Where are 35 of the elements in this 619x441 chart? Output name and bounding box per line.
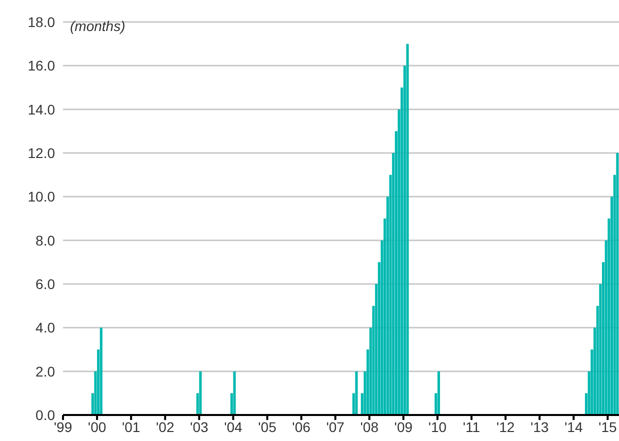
bar: [406, 44, 409, 415]
y-tick-label: 10.0: [28, 188, 56, 205]
bar: [355, 371, 358, 415]
bar: [437, 371, 440, 415]
x-tick-label: '01: [122, 418, 140, 435]
x-tick-label: '10: [428, 418, 447, 435]
x-tick-label: '07: [326, 418, 345, 435]
y-tick-label: 2.0: [36, 363, 56, 380]
x-tick-label: '00: [88, 418, 106, 435]
y-tick-label: 8.0: [36, 232, 56, 248]
y-tick-label: 18.0: [28, 14, 56, 30]
x-tick-label: '02: [156, 418, 174, 435]
bar: [233, 371, 236, 415]
x-tick-label: '09: [394, 418, 413, 435]
bar: [616, 153, 619, 415]
x-tick-label: '12: [496, 418, 515, 435]
y-axis-title: (months): [70, 18, 126, 34]
y-tick-label: 16.0: [28, 58, 56, 74]
bar: [100, 328, 102, 415]
y-tick-label: 6.0: [36, 276, 56, 292]
x-tick-label: '06: [292, 418, 311, 435]
x-tick-label: '15: [598, 418, 617, 435]
x-tick-label: '11: [462, 418, 480, 435]
y-tick-label: 4.0: [36, 320, 56, 336]
x-tick-label: '04: [224, 418, 243, 435]
y-tick-label: 14.0: [28, 101, 56, 118]
x-tick-label: '99: [54, 418, 72, 435]
x-tick-label: '13: [530, 418, 549, 435]
bar: [199, 371, 202, 415]
x-tick-label: '05: [258, 418, 277, 435]
y-tick-label: 12.0: [28, 144, 56, 161]
y-tick-label: 0.0: [36, 406, 56, 423]
x-tick-label: '14: [564, 418, 583, 435]
x-tick-label: '03: [190, 418, 208, 435]
x-tick-label: '08: [360, 418, 379, 435]
